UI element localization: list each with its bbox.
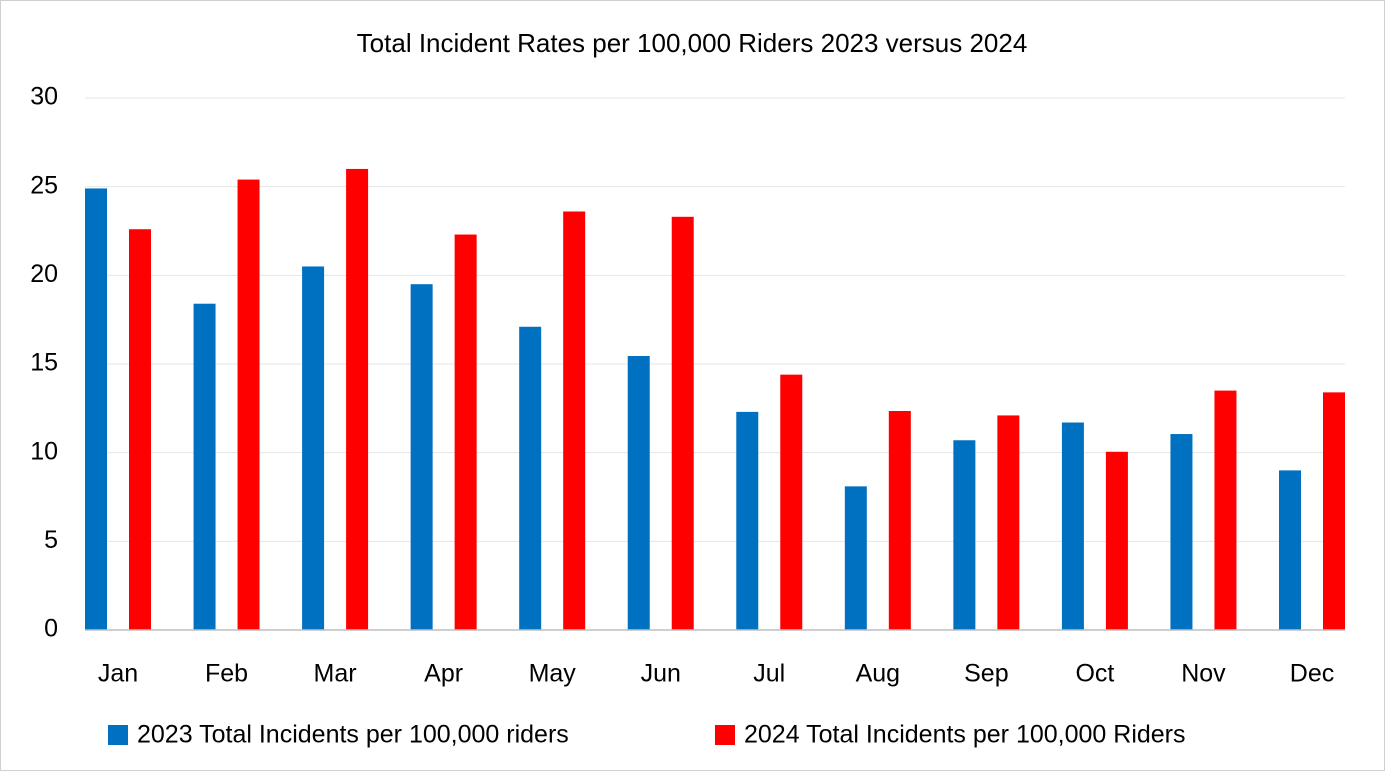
x-tick-label: Jun xyxy=(641,660,681,688)
bar xyxy=(1214,390,1237,630)
x-tick-label: Oct xyxy=(1075,660,1114,688)
x-tick-label: Feb xyxy=(205,660,248,688)
bar xyxy=(1105,451,1128,630)
bar xyxy=(237,179,260,630)
bar xyxy=(844,486,867,630)
y-tick-label: 15 xyxy=(30,349,58,377)
bar xyxy=(1061,422,1084,630)
bar xyxy=(346,168,369,630)
x-tick-label: Sep xyxy=(964,660,1008,688)
bar xyxy=(85,188,107,630)
bar xyxy=(519,326,542,630)
x-tick-label: Dec xyxy=(1290,660,1334,688)
bar xyxy=(193,303,216,630)
bar xyxy=(302,266,325,630)
legend-label: 2024 Total Incidents per 100,000 Riders xyxy=(744,721,1186,749)
bar xyxy=(888,410,911,630)
bar xyxy=(997,415,1020,630)
x-tick-label: May xyxy=(529,660,577,688)
y-tick-label: 20 xyxy=(30,260,58,288)
bar xyxy=(410,284,433,630)
x-tick-label: Apr xyxy=(424,660,463,688)
legend-swatch xyxy=(715,725,735,745)
bar xyxy=(780,374,803,630)
bar xyxy=(454,234,477,630)
bar xyxy=(1323,392,1345,630)
bar xyxy=(129,229,151,630)
chart-title: Total Incident Rates per 100,000 Riders … xyxy=(357,28,1028,58)
x-tick-label: Jul xyxy=(753,660,785,688)
bar xyxy=(953,440,976,630)
y-tick-label: 5 xyxy=(44,526,58,554)
legend-label: 2023 Total Incidents per 100,000 riders xyxy=(137,721,569,749)
bar xyxy=(627,356,650,630)
x-tick-label: Aug xyxy=(856,660,900,688)
y-tick-label: 0 xyxy=(44,615,58,643)
x-tick-label: Mar xyxy=(314,660,357,688)
legend-swatch xyxy=(108,725,128,745)
x-tick-label: Jan xyxy=(98,660,138,688)
y-tick-label: 10 xyxy=(30,437,58,465)
y-tick-label: 30 xyxy=(30,83,58,111)
y-tick-label: 25 xyxy=(30,171,58,199)
x-tick-label: Nov xyxy=(1181,660,1226,688)
bar xyxy=(1170,434,1193,630)
bar xyxy=(671,216,694,630)
bar xyxy=(1279,470,1301,630)
bar xyxy=(736,411,759,630)
bar xyxy=(563,211,586,630)
